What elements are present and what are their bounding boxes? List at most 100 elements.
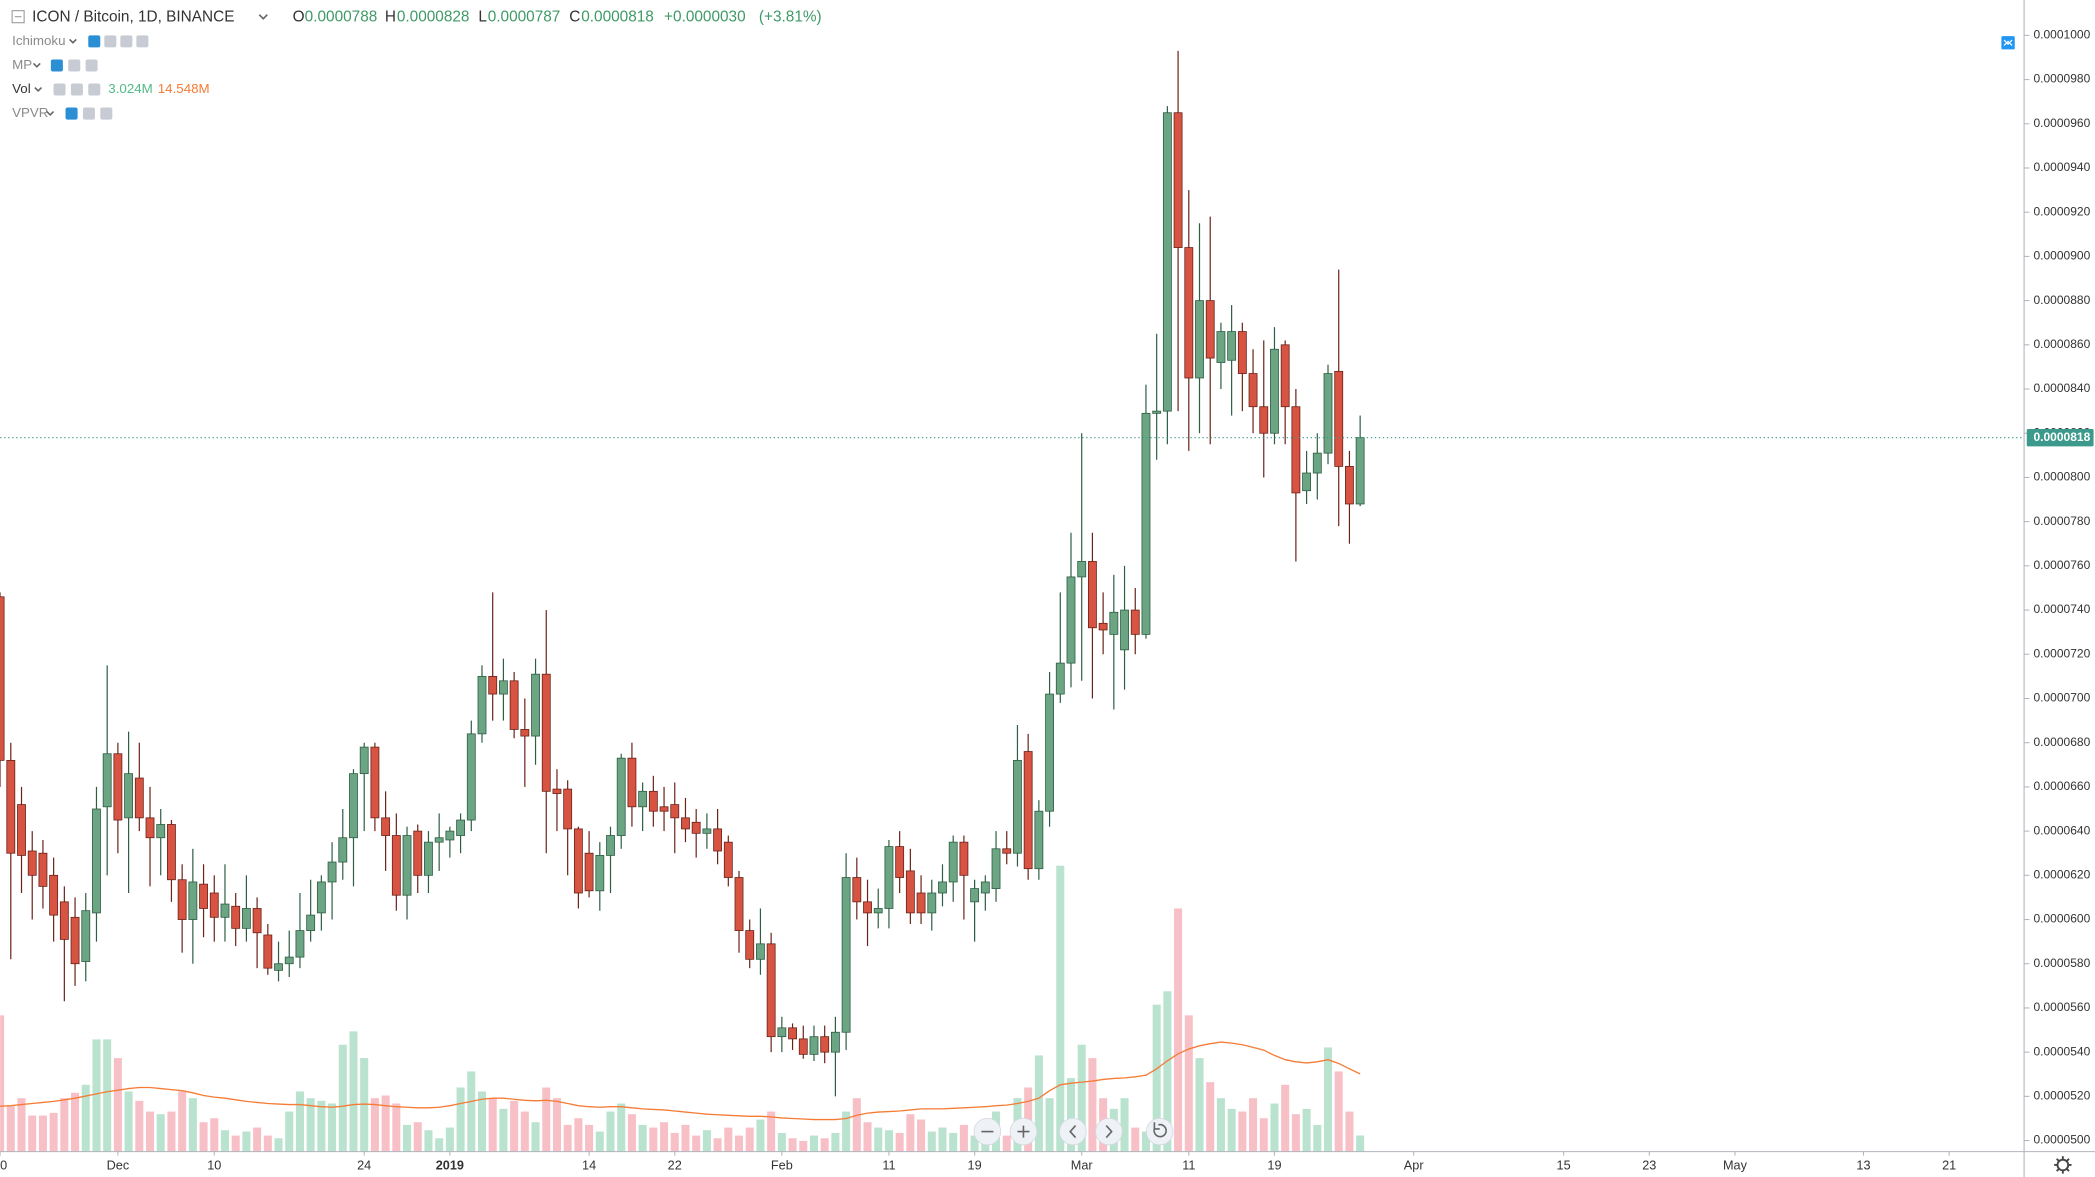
candle-body [477,675,487,735]
candle-body [1302,472,1312,492]
reset-icon [1153,1122,1167,1138]
y-tick-label: 0.0000980 [2033,72,2090,86]
candle-body [134,777,144,819]
indicator-name[interactable]: Ichimoku [12,33,65,48]
volume-bar [1077,1044,1086,1152]
candle-body [1077,561,1087,578]
indicator-dropdown-icon[interactable] [46,110,55,117]
indicator-name[interactable]: MP [12,57,32,72]
volume-bar [734,1135,744,1152]
candle-body [59,901,69,940]
candle-body [873,908,883,914]
x-tick-label: 23 [1642,1159,1656,1173]
volume-bar [156,1114,165,1152]
volume-bar [49,1112,58,1152]
symbol-title[interactable]: ICON / Bitcoin, 1D, BINANCE [32,8,234,25]
x-tick-label: 22 [668,1159,682,1173]
candle-body [102,753,112,808]
collapse-toggle[interactable] [11,10,25,24]
candle-body [124,773,134,819]
candle-body [927,892,937,914]
volume-bar [178,1091,187,1152]
candle-body [606,835,615,856]
volume-bar [370,1098,379,1152]
y-tick-label: 0.0000500 [2033,1133,2090,1147]
volume-bar [627,1114,636,1152]
candle-body [445,830,455,841]
volume-bar [274,1138,283,1152]
visibility-button[interactable] [88,35,101,48]
indicator-name[interactable]: Vol [12,81,31,96]
indicator-dropdown-icon[interactable] [32,62,41,68]
settings-button[interactable] [82,107,95,120]
visibility-button[interactable] [50,59,63,72]
volume-bar [445,1127,454,1152]
candle-body [509,680,519,730]
y-tick-label: 0.0000700 [2033,691,2090,705]
remove-button[interactable] [136,35,149,48]
candle-body [177,879,187,920]
candle-body [1023,751,1033,870]
candle-body [691,821,701,834]
change-percent: (+3.81%) [759,8,822,25]
symbol-dropdown-icon[interactable] [258,14,268,20]
change-value: +0.0000030 [664,8,746,25]
remove-button[interactable] [85,59,98,72]
volume-bar [135,1100,144,1152]
volume-bar [167,1111,176,1152]
candle-body [381,817,391,836]
settings-gear[interactable] [2054,1156,2072,1174]
x-tick-label: 19 [968,1159,982,1173]
indicator-name[interactable]: VPVR [12,105,49,120]
scroll-right-icon [1105,1125,1113,1139]
volume-bar [542,1087,551,1152]
settings-button[interactable] [70,83,83,96]
volume-bar [1002,1135,1011,1152]
settings-button[interactable] [104,35,117,48]
volume-bar [1302,1108,1311,1152]
candle-body [284,956,294,965]
volume-bar [146,1111,155,1152]
volume-bar [1249,1098,1258,1152]
remove-button[interactable] [88,83,101,96]
candle-body [295,930,305,958]
navigation-controls [973,1117,1174,1146]
indicator-dropdown-icon[interactable] [34,86,43,92]
settings-button[interactable] [68,59,81,72]
y-tick-label: 0.0000880 [2033,293,2090,307]
reset-button[interactable] [1145,1117,1174,1146]
candle-body [820,1036,830,1053]
scroll-left-button[interactable] [1059,1117,1087,1146]
zoom-in-icon [1017,1125,1030,1138]
remove-button[interactable] [100,107,113,120]
x-tick-label: 20 [0,1159,7,1173]
volume-bar [1281,1084,1290,1152]
scale-toggle-icon [2003,39,2013,46]
volume-bar [1056,865,1065,1152]
scroll-right-button[interactable] [1095,1117,1123,1146]
volume-bar [210,1118,219,1152]
visibility-button[interactable] [53,83,66,96]
volume-bar [906,1114,915,1152]
volume-bar [660,1122,669,1152]
volume-bar [1259,1118,1268,1152]
volume-bar [520,1111,529,1152]
scale-toggle[interactable] [2001,36,2015,50]
source-button[interactable] [120,35,133,48]
indicator-dropdown-icon[interactable] [68,38,77,44]
candle-body [70,916,80,965]
volume-bar [692,1135,701,1152]
candle-body [209,892,219,918]
volume-bar [424,1130,433,1152]
candle-body [552,788,562,794]
candle-body [852,877,862,903]
volume-bar [638,1124,647,1152]
volume-bar [649,1127,658,1152]
candle-body [27,850,37,876]
candle-body [1312,452,1322,474]
volume-bar [456,1087,465,1152]
volume-bar [231,1135,240,1152]
volume-bar [328,1103,337,1152]
visibility-button[interactable] [65,107,78,120]
